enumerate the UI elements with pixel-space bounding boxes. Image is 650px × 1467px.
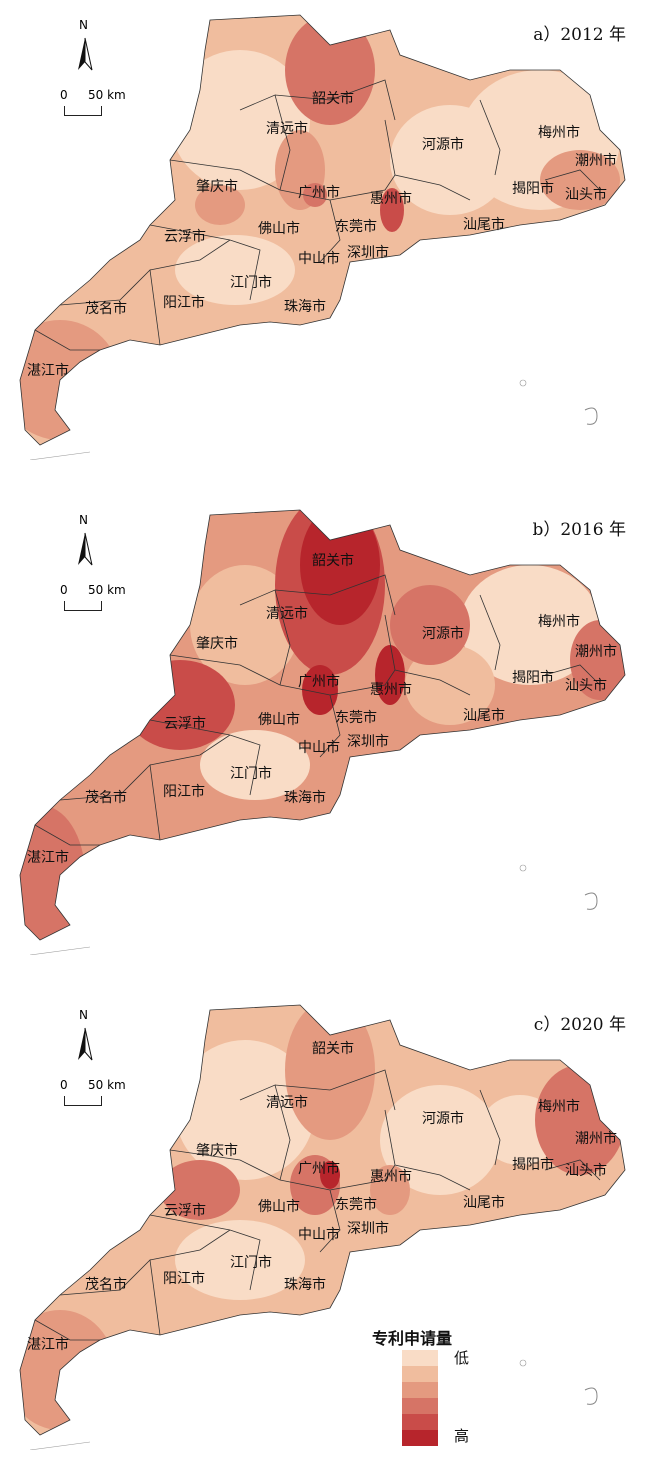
city-label: 汕尾市	[463, 217, 505, 233]
city-label: 潮州市	[575, 153, 617, 169]
city-label: 佛山市	[258, 1199, 300, 1215]
city-label: 佛山市	[258, 221, 300, 237]
city-label: 韶关市	[312, 553, 354, 569]
city-label: 肇庆市	[196, 1143, 238, 1159]
city-label: 清远市	[266, 121, 308, 137]
city-label: 珠海市	[284, 299, 326, 315]
city-label: 东莞市	[335, 219, 377, 235]
city-label: 珠海市	[284, 1277, 326, 1293]
legend-title: 专利申请量	[372, 1329, 453, 1348]
province-map-2012	[19, 14, 626, 460]
province-map-2020	[19, 1004, 626, 1450]
city-label: 惠州市	[370, 682, 412, 698]
scale-bar: 0 50 km	[60, 1078, 150, 1108]
city-label: 清远市	[266, 606, 308, 622]
legend-swatch-1	[402, 1350, 438, 1366]
panel-title: a）2012 年	[533, 25, 626, 45]
north-arrow-icon: N	[70, 513, 100, 570]
city-label: 汕头市	[565, 678, 607, 694]
city-label: 中山市	[298, 740, 340, 756]
legend: 专利申请量 低 高	[372, 1325, 512, 1446]
scale-bar: 0 50 km	[60, 583, 150, 613]
city-label: 肇庆市	[196, 179, 238, 195]
city-label: 江门市	[230, 766, 272, 782]
city-label: 韶关市	[312, 91, 354, 107]
city-label: 湛江市	[27, 363, 69, 379]
city-label: 深圳市	[347, 734, 389, 750]
scale-bar: 0 50 km	[60, 88, 150, 118]
scale-zero: 0	[60, 583, 68, 597]
city-label: 河源市	[422, 626, 464, 642]
city-label: 佛山市	[258, 712, 300, 728]
city-label: 揭阳市	[512, 181, 554, 197]
scale-fifty: 50 km	[88, 88, 126, 102]
city-label: 江门市	[230, 1255, 272, 1271]
city-label: 茂名市	[85, 301, 127, 317]
legend-low-label: 低	[454, 1349, 470, 1367]
city-label: 惠州市	[370, 191, 412, 207]
legend-swatch-3	[402, 1382, 438, 1398]
city-label: 梅州市	[538, 1099, 580, 1115]
city-label: 梅州市	[538, 614, 580, 630]
city-label: 清远市	[266, 1095, 308, 1111]
city-label: 云浮市	[164, 716, 206, 732]
map-panel-2012: a）2012 年 N 0 50 km 韶关市 清远市 河源市 梅州市 潮州市 揭…	[0, 0, 650, 460]
map-panel-2016: b）2016 年 N 0 50 km 韶关市 清远市 河源市 梅州市 潮州市 揭…	[0, 495, 650, 955]
panel-title: b）2016 年	[532, 520, 626, 540]
city-label: 揭阳市	[512, 670, 554, 686]
legend-swatch-5	[402, 1414, 438, 1430]
north-letter: N	[79, 513, 88, 527]
legend-swatch-6	[402, 1430, 438, 1446]
city-label: 湛江市	[27, 1337, 69, 1353]
province-map-2016	[19, 509, 626, 955]
city-label: 东莞市	[335, 1197, 377, 1213]
scale-zero: 0	[60, 88, 68, 102]
city-label: 广州市	[298, 1161, 340, 1177]
city-label: 潮州市	[575, 644, 617, 660]
north-arrow-icon: N	[70, 1008, 100, 1065]
city-label: 云浮市	[164, 1203, 206, 1219]
city-label: 揭阳市	[512, 1157, 554, 1173]
city-label: 河源市	[422, 1111, 464, 1127]
city-label: 惠州市	[370, 1169, 412, 1185]
city-label: 汕头市	[565, 1163, 607, 1179]
scale-zero: 0	[60, 1078, 68, 1092]
city-label: 深圳市	[347, 1221, 389, 1237]
city-label: 广州市	[298, 185, 340, 201]
map-panel-2020: c）2020 年 N 0 50 km 韶关市 清远市 河源市 梅州市 潮州市 揭…	[0, 990, 650, 1450]
city-label: 江门市	[230, 275, 272, 291]
city-label: 韶关市	[312, 1041, 354, 1057]
city-label: 茂名市	[85, 1277, 127, 1293]
north-arrow-icon: N	[70, 18, 100, 75]
city-label: 湛江市	[27, 850, 69, 866]
scale-fifty: 50 km	[88, 1078, 126, 1092]
city-label: 茂名市	[85, 790, 127, 806]
city-label: 汕尾市	[463, 1195, 505, 1211]
city-label: 中山市	[298, 1227, 340, 1243]
city-label: 中山市	[298, 251, 340, 267]
city-label: 汕头市	[565, 187, 607, 203]
legend-high-label: 高	[454, 1427, 470, 1445]
legend-swatch-2	[402, 1366, 438, 1382]
city-label: 深圳市	[347, 245, 389, 261]
city-label: 广州市	[298, 674, 340, 690]
north-letter: N	[79, 18, 88, 32]
scale-fifty: 50 km	[88, 583, 126, 597]
city-label: 肇庆市	[196, 636, 238, 652]
north-letter: N	[79, 1008, 88, 1022]
panel-title: c）2020 年	[533, 1015, 626, 1035]
city-label: 汕尾市	[463, 708, 505, 724]
city-label: 云浮市	[164, 229, 206, 245]
city-label: 阳江市	[163, 295, 205, 311]
city-label: 东莞市	[335, 710, 377, 726]
city-label: 珠海市	[284, 790, 326, 806]
city-label: 阳江市	[163, 784, 205, 800]
legend-swatch-4	[402, 1398, 438, 1414]
city-label: 阳江市	[163, 1271, 205, 1287]
city-label: 梅州市	[538, 125, 580, 141]
city-label: 潮州市	[575, 1131, 617, 1147]
city-label: 河源市	[422, 137, 464, 153]
